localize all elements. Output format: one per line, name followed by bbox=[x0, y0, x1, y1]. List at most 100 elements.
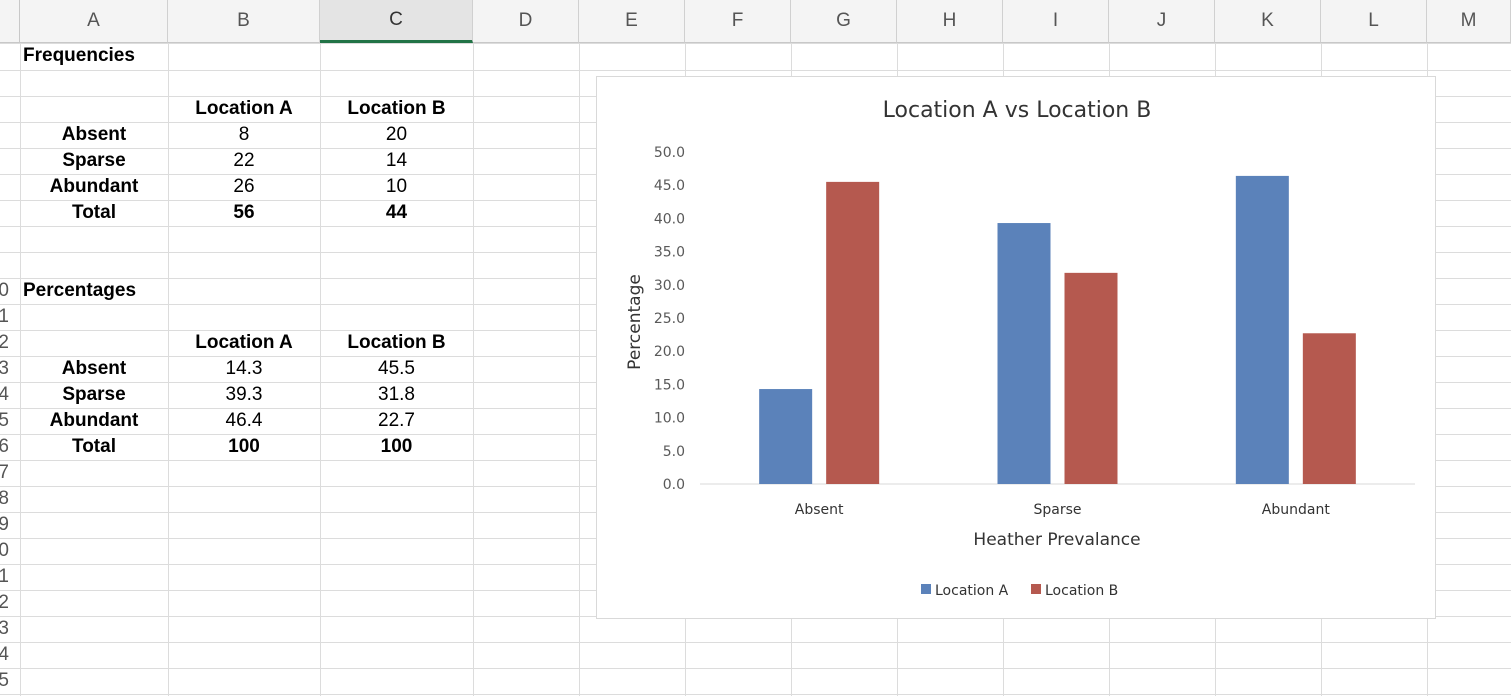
percentages-value-location-a[interactable]: 46.4 bbox=[225, 410, 263, 431]
chart-svg: Location A vs Location B 0.0 5.0 10.0 15.0 2… bbox=[625, 98, 1415, 599]
frequencies-value-location-a[interactable]: 8 bbox=[238, 124, 250, 145]
legend: Location A Location B bbox=[921, 583, 1118, 599]
column-header-f[interactable]: F bbox=[685, 0, 791, 43]
row-gridline bbox=[0, 70, 1511, 71]
row-number: 1 bbox=[0, 566, 9, 587]
row-header[interactable]: 2 bbox=[0, 590, 20, 616]
percentages-value-location-a[interactable]: 39.3 bbox=[225, 384, 263, 405]
y-tick-label: 35.0 bbox=[654, 245, 685, 261]
bar-location-a-absent bbox=[759, 389, 813, 484]
percentages-header-location-a[interactable]: Location A bbox=[195, 332, 293, 353]
y-tick-label: 0.0 bbox=[663, 477, 685, 493]
frequencies-value-location-a[interactable]: 26 bbox=[233, 176, 255, 197]
percentages-row-label[interactable]: Sparse bbox=[62, 384, 126, 405]
row-header[interactable]: 3 bbox=[0, 356, 20, 382]
frequencies-row-label[interactable]: Sparse bbox=[62, 150, 126, 171]
y-tick-label: 20.0 bbox=[654, 344, 685, 360]
row-header[interactable]: 1 bbox=[0, 564, 20, 590]
percentages-value-location-a[interactable]: 100 bbox=[228, 436, 260, 457]
legend-label: Location B bbox=[1045, 583, 1118, 599]
x-tick-label: Sparse bbox=[1033, 502, 1081, 518]
x-axis-title: Heather Prevalance bbox=[973, 530, 1140, 550]
row-number: 9 bbox=[0, 514, 9, 535]
row-gridline bbox=[0, 668, 1511, 669]
column-gridline bbox=[473, 43, 474, 696]
y-axis-ticks: 0.0 5.0 10.0 15.0 20.0 25.0 30.0 35.0 40.0 45.0 50… bbox=[654, 145, 685, 493]
x-axis-labels: Absent Sparse Abundant bbox=[795, 502, 1331, 518]
bar-location-b-sparse bbox=[1064, 272, 1118, 484]
row-gridline bbox=[0, 43, 1511, 44]
row-header[interactable]: 8 bbox=[0, 486, 20, 512]
row-header[interactable]: 1 bbox=[0, 304, 20, 330]
percentages-row-label[interactable]: Total bbox=[72, 436, 116, 457]
row-header[interactable]: 6 bbox=[0, 434, 20, 460]
row-header[interactable]: 0 bbox=[0, 278, 20, 304]
frequencies-title[interactable]: Frequencies bbox=[23, 45, 135, 66]
row-gridline bbox=[0, 642, 1511, 643]
column-gridline bbox=[320, 43, 321, 696]
frequencies-value-location-b[interactable]: 10 bbox=[385, 176, 408, 197]
percentages-value-location-a[interactable]: 14.3 bbox=[225, 358, 263, 379]
bar-location-a-abundant bbox=[1235, 175, 1289, 484]
chart-title: Location A vs Location B bbox=[883, 98, 1152, 123]
legend-swatch bbox=[1031, 584, 1041, 594]
percentages-value-location-b[interactable]: 31.8 bbox=[378, 384, 415, 405]
y-tick-label: 10.0 bbox=[654, 411, 685, 427]
frequencies-value-location-a[interactable]: 22 bbox=[233, 150, 255, 171]
column-gridline bbox=[168, 43, 169, 696]
column-gridline bbox=[20, 43, 21, 696]
frequencies-value-location-b[interactable]: 44 bbox=[385, 202, 408, 223]
frequencies-header-location-a[interactable]: Location A bbox=[195, 98, 293, 119]
percentages-value-location-b[interactable]: 22.7 bbox=[378, 410, 415, 431]
row-header[interactable]: 4 bbox=[0, 382, 20, 408]
column-header-l[interactable]: L bbox=[1321, 0, 1427, 43]
legend-swatch bbox=[921, 584, 931, 594]
row-header[interactable]: 2 bbox=[0, 330, 20, 356]
x-tick-label: Absent bbox=[795, 502, 844, 518]
frequencies-row-label[interactable]: Abundant bbox=[49, 176, 139, 197]
frequencies-row-label[interactable]: Total bbox=[72, 202, 116, 223]
bars bbox=[759, 175, 1356, 484]
x-tick-label: Abundant bbox=[1262, 502, 1331, 518]
frequencies-value-location-b[interactable]: 20 bbox=[385, 124, 408, 145]
percentages-value-location-b[interactable]: 45.5 bbox=[378, 358, 415, 379]
select-all-corner[interactable] bbox=[0, 0, 20, 43]
row-header[interactable]: 4 bbox=[0, 642, 20, 668]
percentages-row-label[interactable]: Absent bbox=[61, 358, 127, 379]
percentages-title[interactable]: Percentages bbox=[23, 280, 137, 301]
column-header-g[interactable]: G bbox=[791, 0, 897, 43]
frequencies-value-location-b[interactable]: 14 bbox=[385, 150, 408, 171]
column-header-d[interactable]: D bbox=[473, 0, 579, 43]
percentages-row-label[interactable]: Abundant bbox=[49, 410, 139, 431]
row-header[interactable]: 0 bbox=[0, 538, 20, 564]
column-header-a[interactable]: A bbox=[20, 0, 168, 43]
frequencies-row-label[interactable]: Absent bbox=[61, 124, 127, 145]
row-number: 2 bbox=[0, 592, 9, 613]
column-header-i[interactable]: I bbox=[1003, 0, 1109, 43]
row-number: 5 bbox=[0, 670, 9, 691]
column-header-h[interactable]: H bbox=[897, 0, 1003, 43]
row-header[interactable]: 9 bbox=[0, 512, 20, 538]
percentages-header-location-b[interactable]: Location B bbox=[347, 332, 446, 353]
column-header-e[interactable]: E bbox=[579, 0, 685, 43]
frequencies-header-location-b[interactable]: Location B bbox=[347, 98, 446, 119]
row-number: 2 bbox=[0, 332, 9, 353]
row-header[interactable]: 5 bbox=[0, 668, 20, 694]
column-header-m[interactable]: M bbox=[1427, 0, 1511, 43]
column-header-c[interactable]: C bbox=[320, 0, 473, 43]
y-tick-label: 40.0 bbox=[654, 211, 685, 227]
column-header-j[interactable]: J bbox=[1109, 0, 1215, 43]
row-number: 5 bbox=[0, 410, 9, 431]
row-header[interactable]: 5 bbox=[0, 408, 20, 434]
y-tick-label: 50.0 bbox=[654, 145, 685, 161]
row-number: 8 bbox=[0, 488, 9, 509]
chart[interactable]: Location A vs Location B 0.0 5.0 10.0 15.0 2… bbox=[596, 76, 1436, 619]
percentages-value-location-b[interactable]: 100 bbox=[380, 436, 413, 457]
row-number: 4 bbox=[0, 644, 9, 665]
y-tick-label: 25.0 bbox=[654, 311, 685, 327]
row-header[interactable]: 7 bbox=[0, 460, 20, 486]
frequencies-value-location-a[interactable]: 56 bbox=[233, 202, 255, 223]
row-header[interactable]: 3 bbox=[0, 616, 20, 642]
column-header-k[interactable]: K bbox=[1215, 0, 1321, 43]
column-header-b[interactable]: B bbox=[168, 0, 320, 43]
